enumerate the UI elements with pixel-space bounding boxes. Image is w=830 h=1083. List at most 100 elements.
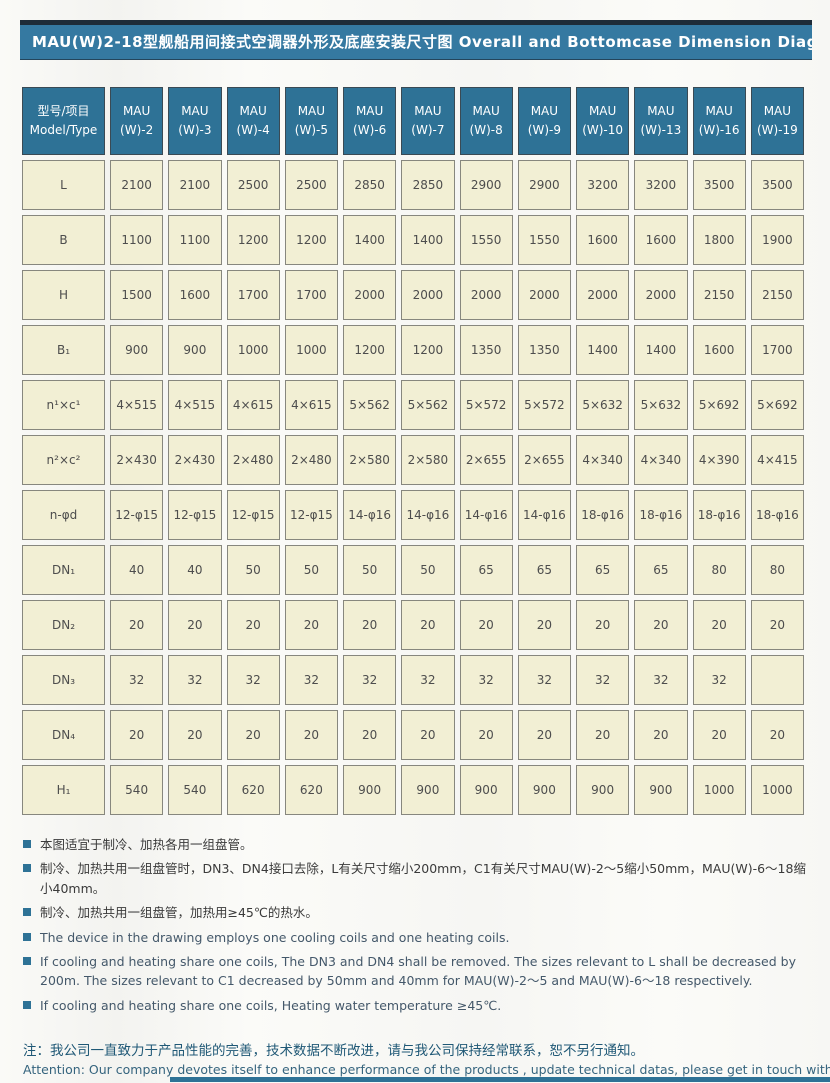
table-cell: 2×430 — [110, 435, 164, 485]
table-row: L 2100 2100 2500 2500 2850 2850 2900 2900 3200 320… — [22, 160, 804, 210]
table-cell: 4×390 — [692, 435, 746, 485]
table-cell: 65 — [576, 545, 630, 595]
table-cell: 32 — [634, 655, 688, 705]
table-cell: 40 — [168, 545, 222, 595]
table-cell: 1350 — [459, 325, 513, 375]
table-cell: 1700 — [284, 270, 338, 320]
column-header-line2: (W)-5 — [294, 123, 328, 137]
column-header-line1: MAU — [122, 104, 151, 119]
table-row: H₁ 540 540 620 620 900 900 900 900 900 900 1000 1000 — [22, 765, 804, 815]
table-row: DN₄ 20 20 20 20 20 20 20 20 20 20 20 20 — [22, 710, 804, 760]
note-text: 制冷、加热共用一组盘管时，DN3、DN4接口去除，L有关尺寸缩小200mm，C1… — [40, 861, 806, 896]
column-header-line1: MAU — [705, 104, 733, 119]
table-cell: 1100 — [168, 215, 222, 265]
page-title: MAU(W)2-18型舰船用间接式空调器外形及底座安装尺寸图 Overall a… — [20, 20, 812, 60]
table-cell: 12-φ15 — [168, 490, 222, 540]
table-row: B₁ 900 900 1000 1000 1200 1200 1350 1350 1400 1400… — [22, 325, 804, 375]
table-cell: 20 — [343, 710, 397, 760]
corner-header: 型号/项目 Model/Type — [22, 87, 105, 155]
table-cell: 3200 — [634, 160, 688, 210]
table-cell: 5×632 — [634, 380, 688, 430]
table-cell: 18-φ16 — [692, 490, 746, 540]
table-cell: 2×480 — [284, 435, 338, 485]
table-cell: 1700 — [750, 325, 804, 375]
table-cell: 2500 — [226, 160, 280, 210]
column-header-line1: MAU — [181, 104, 209, 119]
column-header: MAU (W)-5 — [284, 87, 338, 155]
table-cell: 900 — [459, 765, 513, 815]
table-cell: 3500 — [750, 160, 804, 210]
row-label: n-φd — [22, 490, 105, 540]
table-cell: 20 — [226, 710, 280, 760]
row-label: DN₄ — [22, 710, 105, 760]
table-cell: 2×580 — [401, 435, 455, 485]
column-header: MAU (W)-2 — [110, 87, 164, 155]
table-cell: 12-φ15 — [226, 490, 280, 540]
row-label: n¹×c¹ — [22, 380, 105, 430]
column-header-line2: (W)-9 — [527, 123, 561, 137]
note-text: If cooling and heating share one coils, … — [40, 997, 502, 1013]
square-bullet-icon — [23, 932, 31, 941]
table-cell: 1500 — [110, 270, 164, 320]
column-header: MAU (W)-16 — [692, 87, 746, 155]
table-cell: 3500 — [692, 160, 746, 210]
table-cell: 2000 — [517, 270, 571, 320]
table-cell: 20 — [517, 600, 571, 650]
table-cell: 2×655 — [459, 435, 513, 485]
note-item: 本图适宜于制冷、加热各用一组盘管。 — [23, 835, 813, 854]
column-header-line1: MAU — [297, 104, 326, 119]
table-cell: 4×615 — [226, 380, 280, 430]
table-cell: 900 — [517, 765, 571, 815]
column-header: MAU (W)-6 — [343, 87, 397, 155]
table-cell: 1400 — [343, 215, 397, 265]
table-cell: 65 — [634, 545, 688, 595]
table-cell: 12-φ15 — [110, 490, 164, 540]
table-cell: 2150 — [692, 270, 746, 320]
table-cell: 1200 — [284, 215, 338, 265]
column-header: MAU (W)-10 — [576, 87, 630, 155]
table-cell: 1200 — [401, 325, 455, 375]
table-cell: 5×572 — [459, 380, 513, 430]
table-row: DN₁ 40 40 50 50 50 50 65 65 65 65 80 80 — [22, 545, 804, 595]
table-cell: 2000 — [634, 270, 688, 320]
table-cell: 20 — [692, 600, 746, 650]
square-bullet-icon — [23, 1000, 31, 1009]
table-cell: 1100 — [110, 215, 164, 265]
table-row: n¹×c¹ 4×515 4×515 4×615 4×615 5×562 5×562 5×572… — [22, 380, 804, 430]
table-cell: 20 — [459, 600, 513, 650]
table-cell: 2000 — [576, 270, 630, 320]
table-cell: 620 — [284, 765, 338, 815]
table-cell: 1550 — [459, 215, 513, 265]
table-cell: 1200 — [343, 325, 397, 375]
table-cell: 2×580 — [343, 435, 397, 485]
row-label: n²×c² — [22, 435, 105, 485]
table-cell: 1600 — [576, 215, 630, 265]
table-cell: 20 — [168, 710, 222, 760]
table-cell: 900 — [110, 325, 164, 375]
table-cell: 20 — [634, 710, 688, 760]
table-cell: 1000 — [750, 765, 804, 815]
column-header: MAU (W)-7 — [401, 87, 455, 155]
column-header-line2: (W)-8 — [469, 123, 503, 137]
table-cell: 80 — [750, 545, 804, 595]
table-cell: 1600 — [692, 325, 746, 375]
table-cell: 20 — [110, 710, 164, 760]
table-cell: 1800 — [692, 215, 746, 265]
table-cell: 1400 — [576, 325, 630, 375]
square-bullet-icon — [23, 956, 31, 965]
column-header-line2: (W)-16 — [698, 123, 740, 137]
table-cell: 32 — [110, 655, 164, 705]
table-cell: 4×615 — [284, 380, 338, 430]
note-text: The device in the drawing employs one co… — [40, 929, 510, 945]
column-header-line1: MAU — [763, 104, 792, 119]
note-item: 制冷、加热共用一组盘管时，DN3、DN4接口去除，L有关尺寸缩小200mm，C1… — [23, 859, 813, 898]
square-bullet-icon — [23, 908, 31, 917]
table-cell: 2100 — [110, 160, 164, 210]
table-row: DN₃ 32 32 32 32 32 32 32 32 32 32 32 — [22, 655, 804, 705]
table-cell: 1200 — [226, 215, 280, 265]
table-cell: 2150 — [750, 270, 804, 320]
table-cell: 14-φ16 — [401, 490, 455, 540]
table-cell: 12-φ15 — [284, 490, 338, 540]
table-cell: 50 — [343, 545, 397, 595]
